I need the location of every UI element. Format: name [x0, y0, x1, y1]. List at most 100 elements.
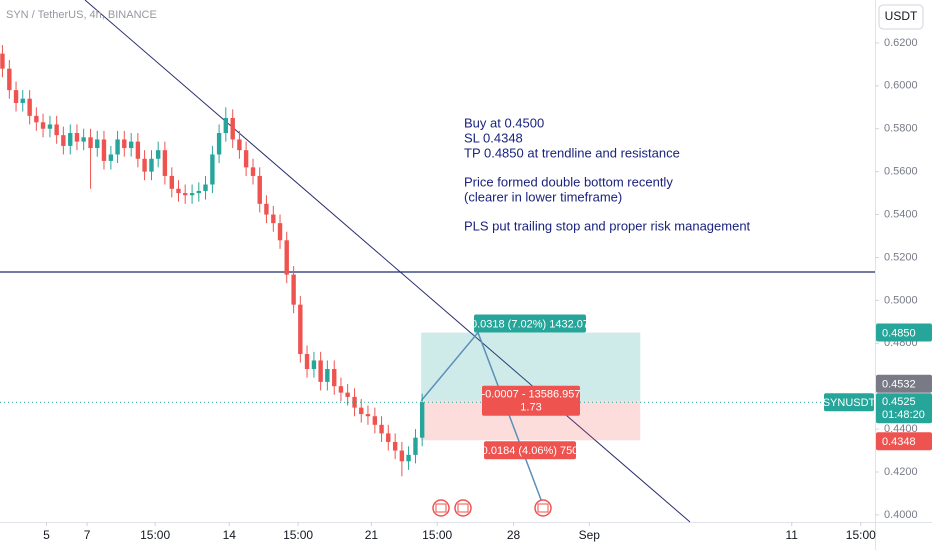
x-tick-label: 15:00	[283, 528, 313, 542]
x-tick-label: 5	[43, 528, 50, 542]
currency-button[interactable]	[878, 4, 924, 30]
candle-body	[88, 137, 93, 149]
candle-body	[318, 360, 323, 382]
x-tick-label: Sep	[579, 528, 601, 542]
y-tick-label: 0.4200	[884, 466, 918, 478]
candle-body	[365, 414, 371, 417]
event-flag-stripe	[457, 503, 469, 513]
candle-body	[311, 360, 317, 370]
candle-body	[169, 175, 174, 189]
candle-body	[359, 407, 364, 415]
axis-price-bg	[876, 323, 932, 342]
position-label-bg	[474, 314, 586, 333]
candle-body	[142, 158, 147, 172]
axis-price-label: 0.4532	[882, 379, 916, 391]
candle-body	[216, 133, 222, 155]
position-label: 0.0184 (4.06%) 750	[482, 445, 579, 457]
trendline	[84, 0, 691, 523]
position-open-label: 1.73	[520, 402, 541, 414]
candle-body	[379, 424, 384, 434]
candle-body	[386, 433, 391, 442]
y-tick-label: 0.6200	[884, 37, 918, 49]
candle-body	[345, 392, 350, 397]
candle-body	[128, 141, 134, 149]
position-label: 0.0318 (7.02%) 1432.07	[471, 318, 589, 330]
x-tick-label: 15:00	[846, 528, 876, 542]
candle-body	[20, 98, 25, 103]
candle-body	[332, 369, 337, 387]
candle-body	[40, 122, 46, 129]
candle-body	[61, 135, 66, 146]
candle-body	[13, 90, 19, 103]
axis-price-bg	[876, 374, 932, 393]
candle-body	[271, 214, 276, 224]
axis-price-label: 0.4348	[882, 436, 916, 448]
x-tick-label: 7	[84, 528, 91, 542]
event-flag-stripe	[537, 503, 549, 513]
x-tick-label: 14	[223, 528, 237, 542]
position-open-bg	[482, 385, 580, 416]
candle-body	[237, 139, 242, 151]
y-tick-label: 0.5000	[884, 294, 918, 306]
candle-body	[304, 354, 310, 370]
candle-body	[203, 184, 208, 191]
position-label-bg	[484, 441, 576, 460]
current-price-label: 0.4525	[882, 396, 916, 408]
candle-body	[74, 133, 80, 142]
symbol-title: SYN / TetherUS, 4h, BINANCE	[6, 9, 157, 21]
symbol-tag-bg	[824, 393, 874, 412]
candle-body	[47, 124, 53, 129]
currency-label[interactable]: USDT	[885, 9, 918, 23]
candle-body	[399, 450, 405, 462]
event-flag	[534, 499, 552, 517]
candle-body	[338, 386, 344, 393]
candle-body	[95, 139, 100, 149]
candle-body	[413, 437, 418, 455]
axis-price-label: 0.4850	[882, 327, 916, 339]
x-tick-label: 15:00	[422, 528, 452, 542]
y-tick-label: 0.4000	[884, 509, 918, 521]
position-open-label: -0.0007 - 13586.957	[481, 389, 580, 401]
candle-body	[176, 188, 181, 194]
y-tick-label: 0.5600	[884, 166, 918, 178]
candle-body	[406, 454, 411, 462]
candle-body	[81, 137, 86, 142]
candle-body	[115, 139, 120, 155]
candle-body	[101, 139, 107, 161]
candle-body	[196, 190, 201, 194]
candle-body	[243, 150, 249, 168]
note-line: Buy at 0.4500	[464, 115, 544, 130]
symbol-tag: SYNUSDT	[823, 397, 876, 409]
x-tick-label: 11	[786, 528, 799, 542]
candle-body	[325, 369, 330, 382]
candle-body	[230, 118, 235, 140]
candle-body	[7, 68, 12, 91]
axis-price-bg	[876, 432, 932, 451]
x-tick-label: 21	[365, 528, 379, 542]
note-line: TP 0.4850 at trendline and resistance	[464, 145, 680, 160]
candle-body	[108, 154, 114, 161]
candle-body	[189, 193, 195, 196]
candle-body	[291, 274, 296, 305]
candle-body	[277, 223, 283, 241]
candle-body	[182, 193, 188, 196]
event-flag	[454, 499, 472, 517]
candle-body	[257, 175, 262, 204]
y-tick-label: 0.4400	[884, 423, 918, 435]
candle-body	[68, 133, 73, 146]
candle-body	[264, 203, 269, 215]
candle-body	[210, 154, 215, 185]
candle-body	[284, 240, 289, 275]
note-line: (clearer in lower timeframe)	[464, 189, 622, 204]
candle-body	[122, 139, 127, 149]
candle-body	[162, 150, 168, 176]
event-flag-stripe	[435, 503, 447, 513]
candle-body	[419, 402, 425, 438]
candle-body	[135, 141, 141, 159]
countdown-label: 01:48:20	[882, 409, 925, 421]
y-tick-label: 0.5200	[884, 251, 918, 263]
current-price-bg	[876, 393, 932, 424]
x-tick-label: 15:00	[140, 528, 170, 542]
